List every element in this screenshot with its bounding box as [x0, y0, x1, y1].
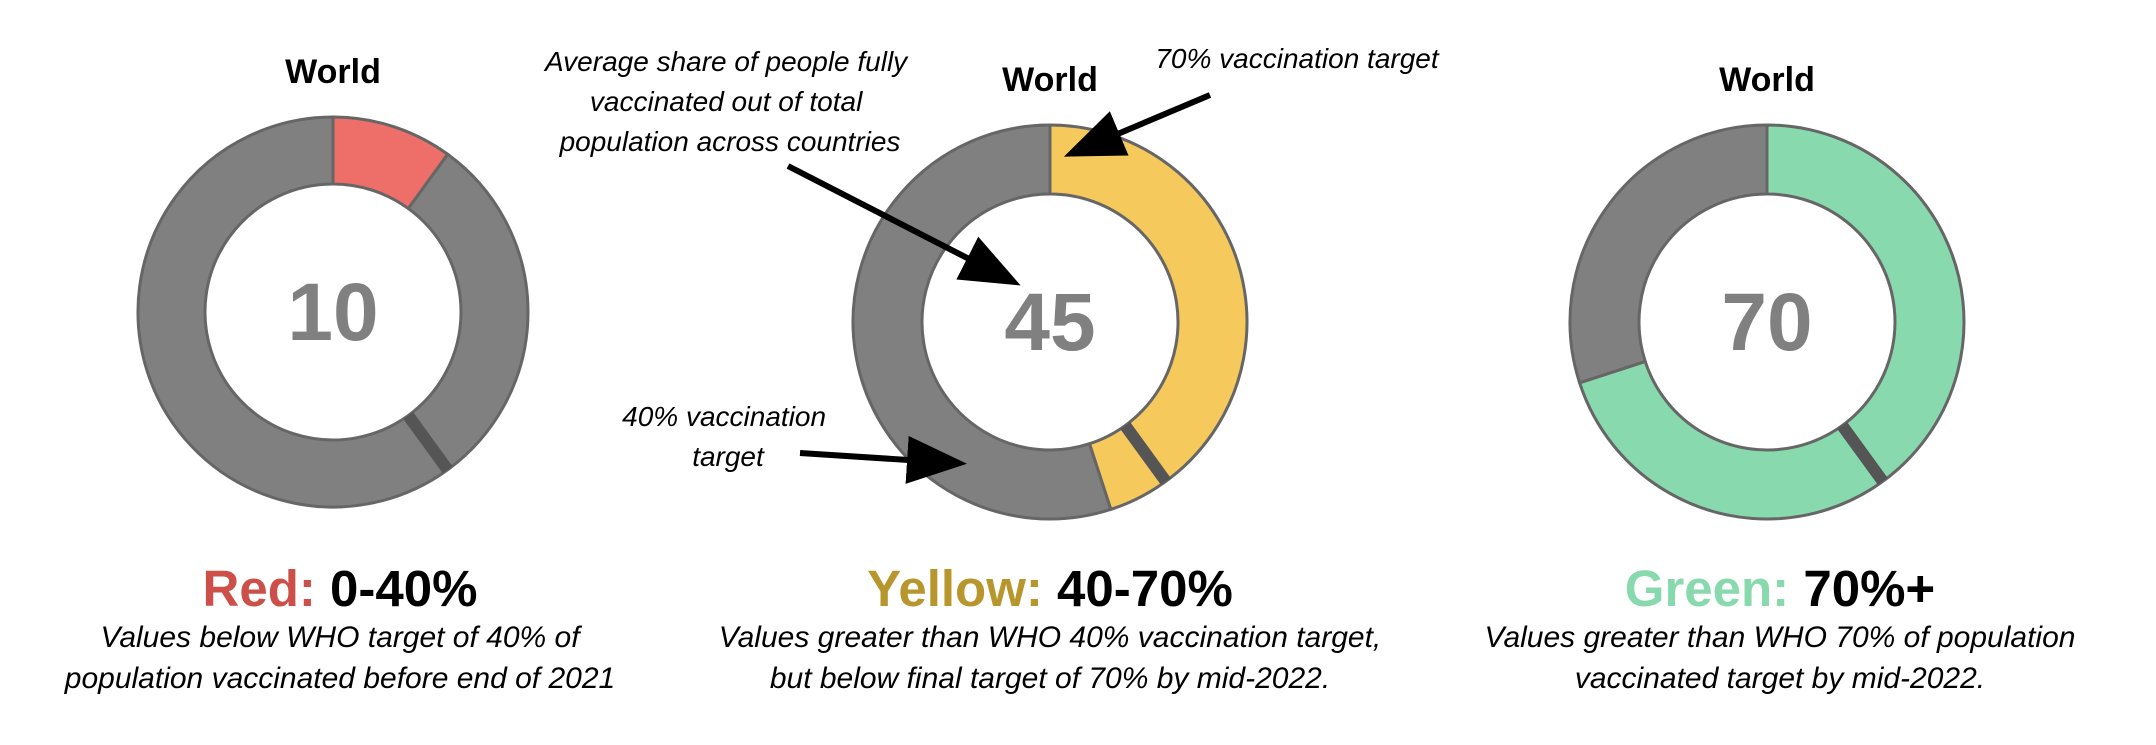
annotation-40-target: 40% vaccination target — [622, 401, 967, 484]
description-yellow: Values greater than WHO 40% vaccination … — [680, 617, 1420, 699]
annotation-average-arrow — [786, 163, 1021, 286]
annotation-average-line-2: vaccinated out of total — [590, 86, 863, 117]
legend-yellow: Yellow: 40-70% — [830, 560, 1270, 618]
description-green-line-2: vaccinated target by mid-2022. — [1574, 662, 1986, 695]
annotation-70-arrow — [1063, 92, 1212, 157]
annotation-average-share: Average share of people fully vaccinated… — [543, 46, 1021, 286]
legend-yellow-label: Yellow: — [867, 560, 1043, 617]
svg-text:40% vaccination target: 40% vaccination target — [622, 401, 834, 472]
description-red-line-2: population vaccinated before end of 2021 — [64, 662, 616, 695]
legend-yellow-range: 40-70% — [1057, 560, 1233, 617]
donut-yellow-center-value: 45 — [1004, 277, 1095, 368]
donut-green-value-slice — [1577, 123, 1966, 521]
donut-red-title: World — [285, 53, 381, 91]
description-red-line-1: Values below WHO target of 40% of — [100, 621, 580, 654]
annotation-40-line-1: 40% vaccination — [622, 401, 826, 432]
donut-green-title: World — [1719, 61, 1815, 99]
donut-red-center-value: 10 — [287, 267, 378, 358]
donut-red-value-slice — [331, 115, 450, 211]
annotation-average-line-3: population across countries — [559, 126, 901, 157]
donut-yellow-title: World — [1002, 61, 1098, 99]
donut-green-center-value: 70 — [1721, 277, 1812, 368]
annotation-40-arrow — [799, 435, 967, 484]
description-green-line-1: Values greater than WHO 70% of populatio… — [1484, 621, 2076, 654]
legend-green-range: 70%+ — [1803, 560, 1936, 617]
description-green: Values greater than WHO 70% of populatio… — [1430, 617, 2130, 699]
annotation-40-line-2: target — [692, 441, 765, 472]
description-red: Values below WHO target of 40% of popula… — [0, 617, 680, 699]
donut-yellow-value-slice — [1048, 123, 1249, 512]
annotation-70-text: 70% vaccination target — [1155, 43, 1440, 74]
description-yellow-line-1: Values greater than WHO 40% vaccination … — [718, 621, 1382, 654]
legend-red-label: Red: — [202, 560, 316, 617]
donut-green-target-marker — [1837, 422, 1888, 485]
annotation-70-target: 70% vaccination target — [1063, 43, 1440, 157]
donut-yellow-target-marker — [1120, 422, 1171, 485]
legend-red-range: 0-40% — [330, 560, 478, 617]
legend-green-label: Green: — [1624, 560, 1790, 617]
donut-green-remainder-slice — [1568, 123, 1769, 385]
donut-red-target-marker — [403, 412, 453, 474]
description-yellow-line-2: but below final target of 70% by mid-202… — [769, 662, 1331, 695]
donut-red-remainder-slice — [136, 115, 530, 509]
legend-green: Green: 70%+ — [1560, 560, 2000, 618]
svg-text:Average share of people fully: Average share of people fully vaccinated… — [543, 46, 915, 157]
annotation-average-line-1: Average share of people fully — [543, 46, 909, 77]
legend-red: Red: 0-40% — [140, 560, 540, 618]
